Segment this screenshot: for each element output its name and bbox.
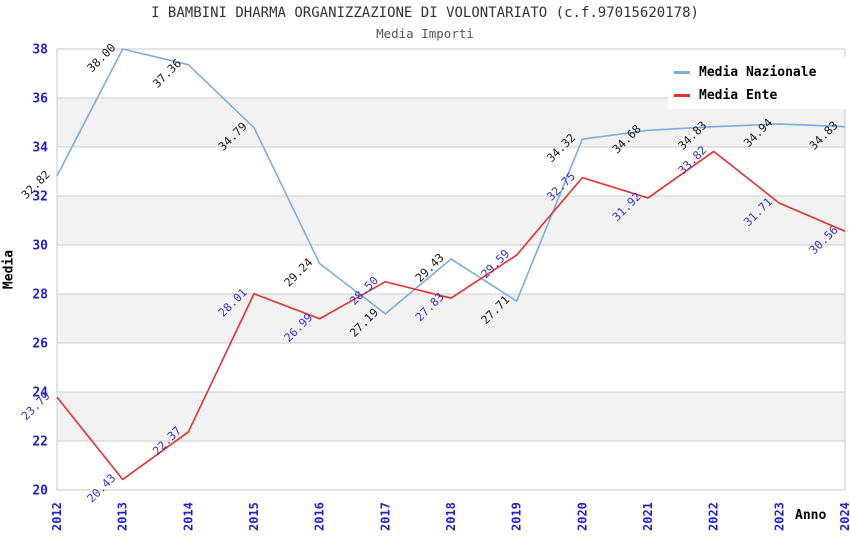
y-tick-label: 34 <box>32 141 48 156</box>
legend-item-media-ente: Media Ente <box>674 88 850 103</box>
x-tick-label: 2023 <box>772 502 786 531</box>
chart-subtitle: Media Importi <box>376 26 474 41</box>
point-label: 29.24 <box>281 255 315 289</box>
y-tick-label: 32 <box>32 190 48 205</box>
chart-title: I BAMBINI DHARMA ORGANIZZAZIONE DI VOLON… <box>151 5 699 21</box>
x-tick-label: 2017 <box>378 502 392 531</box>
y-tick-label: 30 <box>32 239 48 254</box>
legend: Media Nazionale Media Ente <box>668 57 850 109</box>
x-tick-label: 2024 <box>838 502 850 531</box>
legend-label-media-ente: Media Ente <box>699 88 778 103</box>
y-tick-label: 26 <box>32 337 48 352</box>
x-tick-label: 2018 <box>444 502 458 531</box>
y-tick-label: 22 <box>32 435 48 450</box>
x-tick-label: 2019 <box>510 502 524 531</box>
point-label: 38.00 <box>84 40 118 74</box>
x-tick-label: 2012 <box>50 502 64 531</box>
plot-band <box>57 294 845 343</box>
y-tick-label: 36 <box>32 92 48 107</box>
nazionale-line-swatch-icon <box>674 71 690 74</box>
legend-label-media-nazionale: Media Nazionale <box>699 65 817 80</box>
point-label: 37.36 <box>150 56 184 90</box>
x-tick-label: 2016 <box>313 502 327 531</box>
ente-line-swatch-icon <box>674 94 690 97</box>
legend-item-media-nazionale: Media Nazionale <box>674 65 850 80</box>
point-label: 29.59 <box>478 247 512 281</box>
series-line-nazionale <box>56 48 846 315</box>
point-label: 20.43 <box>84 471 118 505</box>
x-tick-label: 2020 <box>575 502 589 531</box>
plot-band <box>57 196 845 245</box>
x-tick-label: 2013 <box>116 502 130 531</box>
y-tick-label: 24 <box>32 386 48 401</box>
y-tick-label: 20 <box>32 484 48 499</box>
series-line-ente <box>56 150 846 481</box>
x-tick-label: 2022 <box>707 502 721 531</box>
y-tick-label: 28 <box>32 288 48 303</box>
plot-border <box>56 48 846 491</box>
x-axis-label: Anno <box>795 508 827 523</box>
x-tick-label: 2014 <box>181 502 195 531</box>
x-tick-label: 2021 <box>641 502 655 531</box>
y-tick-label: 38 <box>32 43 48 58</box>
x-tick-label: 2015 <box>247 502 261 531</box>
